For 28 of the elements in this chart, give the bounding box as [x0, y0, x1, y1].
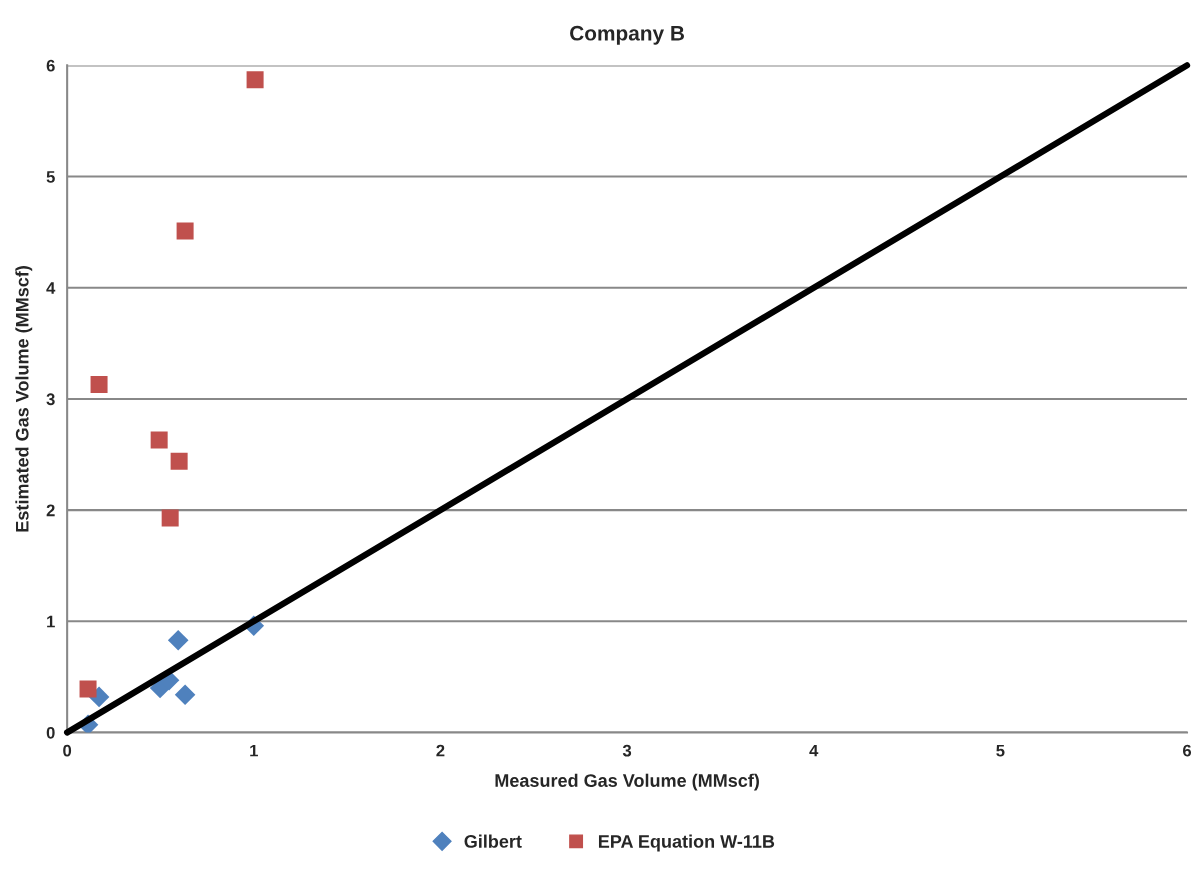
legend-label: Gilbert [464, 834, 522, 848]
point [170, 452, 188, 470]
point [174, 684, 196, 705]
y-tick-label: 4 [46, 282, 56, 294]
point [150, 431, 168, 449]
x-tick-label: 1 [250, 744, 258, 757]
y-tick-label: 3 [46, 393, 55, 406]
point [246, 71, 264, 89]
y-tick-label: 2 [46, 504, 55, 517]
chart-title: Company B [570, 25, 685, 45]
x-tick-label: 0 [63, 744, 72, 757]
point [176, 222, 194, 240]
point [161, 509, 179, 527]
x-tick-label: 4 [809, 744, 819, 757]
legend-label: EPA Equation W-11B [598, 834, 775, 852]
point [79, 680, 97, 698]
x-tick-label: 5 [996, 744, 1005, 757]
x-tick-label: 3 [622, 744, 632, 757]
x-axis-title: Measured Gas Volume (MMscf) [495, 773, 759, 791]
y-tick-label: 6 [46, 59, 55, 72]
x-tick-label: 6 [1182, 744, 1192, 757]
y-tick-label: 5 [46, 171, 55, 183]
point [90, 375, 108, 393]
y-tick-label: 1 [47, 615, 55, 628]
y-tick-label: 0 [46, 726, 55, 739]
x-tick-label: 2 [436, 744, 445, 757]
point [167, 629, 189, 651]
y-axis-title: Estimated Gas Volume (MMscf) [15, 266, 33, 532]
